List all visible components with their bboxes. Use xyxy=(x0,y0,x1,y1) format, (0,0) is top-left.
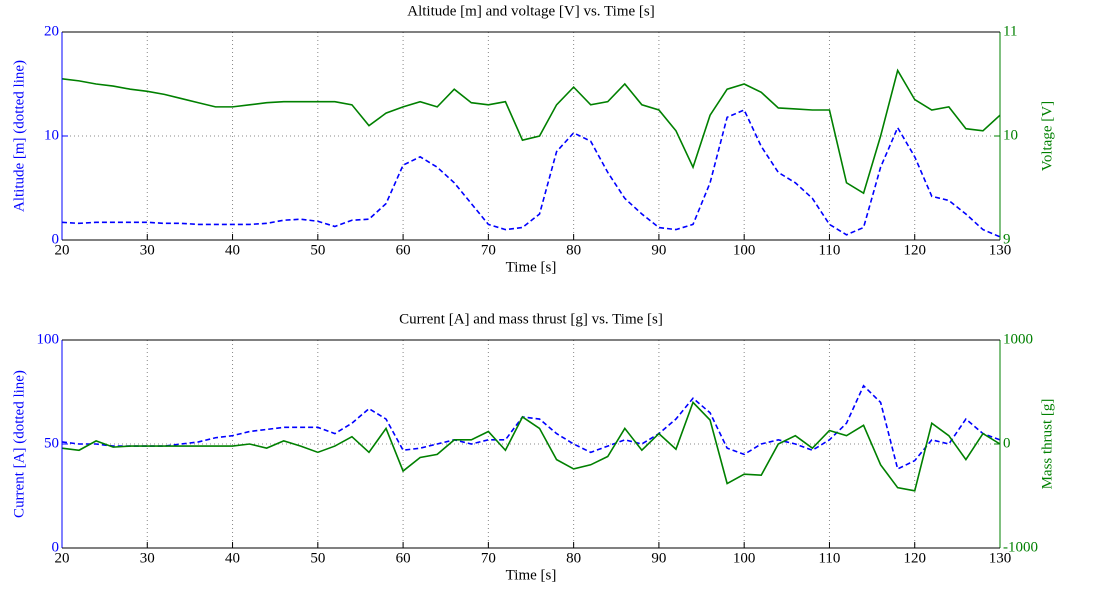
x-tick-label: 130 xyxy=(989,242,1012,258)
chart-title: Altitude [m] and voltage [V] vs. Time [s… xyxy=(407,3,654,19)
y-tick-label: 100 xyxy=(37,331,60,347)
x-tick-label: 120 xyxy=(903,242,926,258)
x-tick-label: 100 xyxy=(733,242,756,258)
y2-tick-label: 1000 xyxy=(1003,331,1033,347)
x-tick-label: 70 xyxy=(481,550,496,566)
y-axis-label: Altitude [m] (dotted line) xyxy=(11,60,27,212)
y2-axis-label: Mass thrust [g] xyxy=(1039,399,1055,490)
x-tick-label: 60 xyxy=(396,550,411,566)
x-tick-label: 80 xyxy=(566,550,581,566)
y2-axis-label: Voltage [V] xyxy=(1039,101,1055,171)
y2-tick-label: 11 xyxy=(1003,23,1017,39)
y2-tick-label: -1000 xyxy=(1003,539,1038,555)
y2-tick-label: 9 xyxy=(1003,231,1011,247)
x-tick-label: 80 xyxy=(566,242,581,258)
y2-tick-label: 10 xyxy=(1003,127,1018,143)
x-tick-label: 20 xyxy=(55,242,70,258)
x-tick-label: 120 xyxy=(903,550,926,566)
x-tick-label: 90 xyxy=(651,550,666,566)
x-tick-label: 130 xyxy=(989,550,1012,566)
data-line xyxy=(61,384,1001,471)
data-line xyxy=(61,68,1001,195)
y-tick-label: 50 xyxy=(44,435,59,451)
x-tick-label: 40 xyxy=(225,242,240,258)
data-line xyxy=(61,108,1001,238)
x-tick-label: 30 xyxy=(140,550,155,566)
y-tick-label: 0 xyxy=(52,539,60,555)
y-axis-label: Current [A] (dotted line) xyxy=(11,370,27,518)
x-tick-label: 70 xyxy=(481,242,496,258)
y-tick-label: 0 xyxy=(52,231,60,247)
x-tick-label: 50 xyxy=(310,242,325,258)
x-tick-label: 60 xyxy=(396,242,411,258)
x-tick-label: 20 xyxy=(55,550,70,566)
data-line xyxy=(61,400,1001,492)
x-tick-label: 40 xyxy=(225,550,240,566)
x-tick-label: 90 xyxy=(651,242,666,258)
x-tick-label: 50 xyxy=(310,550,325,566)
x-tick-label: 110 xyxy=(818,550,840,566)
y-tick-label: 10 xyxy=(44,127,59,143)
x-tick-label: 110 xyxy=(818,242,840,258)
x-tick-label: 30 xyxy=(140,242,155,258)
chart-title: Current [A] and mass thrust [g] vs. Time… xyxy=(399,311,663,327)
x-axis-label: Time [s] xyxy=(506,259,557,275)
x-axis-label: Time [s] xyxy=(506,567,557,583)
y2-tick-label: 0 xyxy=(1003,435,1011,451)
x-tick-label: 100 xyxy=(733,550,756,566)
y-tick-label: 20 xyxy=(44,23,59,39)
